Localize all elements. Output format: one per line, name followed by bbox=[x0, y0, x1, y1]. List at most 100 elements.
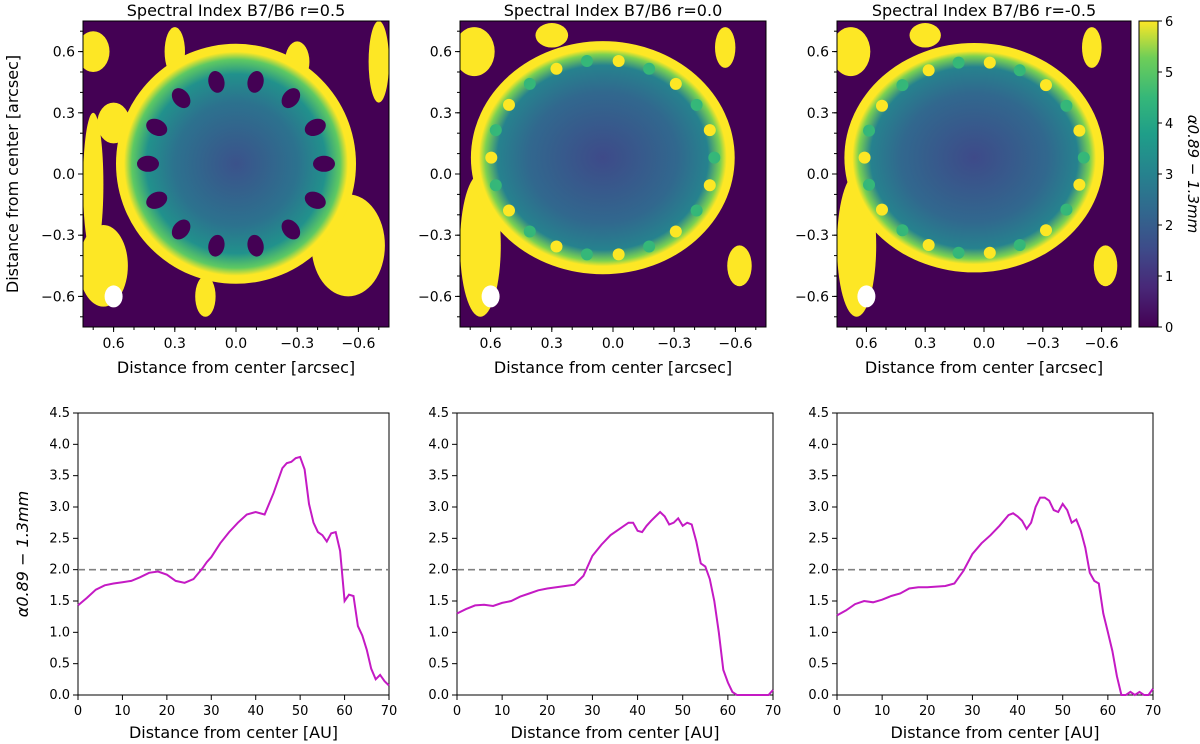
y-tick-label: 4.0 bbox=[808, 437, 829, 452]
y-tick-label: 0.3 bbox=[53, 106, 75, 122]
y-tick-label: 2.5 bbox=[49, 531, 70, 546]
colorbar-tick-label: 0 bbox=[1165, 321, 1173, 336]
x-tick-label: 0.3 bbox=[541, 336, 563, 352]
x-tick-label: 0 bbox=[453, 704, 461, 719]
x-tick-label: 0.0 bbox=[973, 336, 995, 352]
x-tick-label: −0.3 bbox=[280, 336, 314, 352]
beam-ellipse bbox=[104, 285, 123, 308]
ring-gap bbox=[171, 219, 191, 240]
disk-emission bbox=[124, 51, 348, 276]
rim-clump bbox=[896, 224, 909, 237]
y-tick-label: 0.5 bbox=[428, 657, 449, 672]
x-tick-label: 70 bbox=[1145, 704, 1162, 719]
y-tick-label: 3.0 bbox=[428, 500, 449, 515]
series-line-1 bbox=[456, 510, 774, 696]
y-tick-label: −0.3 bbox=[795, 228, 829, 244]
y-tick-label: 3.0 bbox=[49, 500, 70, 515]
ring-gap bbox=[171, 88, 191, 109]
rim-clump bbox=[612, 248, 625, 261]
rim-clump bbox=[489, 124, 502, 137]
y-tick-label: 0.5 bbox=[808, 657, 829, 672]
x-tick-label: −0.3 bbox=[657, 336, 691, 352]
rim-clump bbox=[502, 98, 515, 111]
colorbar-label: α0.89 − 1.3mm bbox=[1184, 115, 1200, 233]
x-tick-label: 10 bbox=[494, 704, 511, 719]
ring-gap bbox=[313, 155, 335, 172]
heatmap-title-2: Spectral Index B7/B6 r=-0.5 bbox=[872, 1, 1096, 20]
rim-clump bbox=[643, 240, 656, 253]
y-tick-label: 0.6 bbox=[53, 45, 75, 61]
colorbar-tick-label: 6 bbox=[1165, 15, 1173, 30]
y-tick-label: 0.6 bbox=[807, 45, 829, 61]
rim-clump bbox=[952, 56, 965, 69]
x-tick-label: 0.0 bbox=[602, 336, 624, 352]
x-axis-label: Distance from center [arcsec] bbox=[117, 358, 355, 377]
y-tick-label: −0.3 bbox=[41, 228, 75, 244]
heatmap-image-2 bbox=[837, 21, 1131, 327]
y-tick-label: 1.5 bbox=[428, 594, 449, 609]
colorbar-tick-label: 1 bbox=[1165, 270, 1173, 285]
rim-clump bbox=[983, 246, 996, 259]
x-tick-label: 0.6 bbox=[855, 336, 877, 352]
x-tick-label: 50 bbox=[674, 704, 691, 719]
y-axis-label: Distance from center [arcsec] bbox=[3, 55, 22, 293]
x-tick-label: 40 bbox=[247, 704, 264, 719]
y-tick-label: 4.5 bbox=[428, 406, 449, 421]
rim-clump bbox=[580, 248, 593, 261]
y-tick-label: 2.5 bbox=[808, 531, 829, 546]
rim-clump bbox=[922, 239, 935, 252]
x-tick-label: −0.6 bbox=[341, 336, 375, 352]
noise-region bbox=[83, 31, 110, 72]
ring-gap bbox=[247, 234, 264, 257]
ring-gap bbox=[281, 88, 301, 109]
noise-region bbox=[1082, 27, 1102, 68]
y-tick-label: 4.5 bbox=[49, 406, 70, 421]
noise-region bbox=[837, 27, 871, 77]
noise-region bbox=[1093, 245, 1118, 287]
x-tick-label: −0.6 bbox=[1085, 336, 1119, 352]
rim-clump bbox=[1060, 203, 1073, 216]
rim-clump bbox=[858, 151, 871, 164]
series-line-2 bbox=[836, 496, 1154, 697]
colorbar-tick-label: 3 bbox=[1165, 168, 1173, 183]
rim-clump bbox=[612, 54, 625, 67]
y-axis-label: α0.89 − 1.3mm bbox=[13, 491, 32, 617]
x-axis-label: Distance from center [arcsec] bbox=[494, 358, 732, 377]
rim-clump bbox=[875, 203, 888, 216]
rim-clump bbox=[875, 99, 888, 112]
y-tick-label: 2.0 bbox=[808, 563, 829, 578]
x-axis-label: Distance from center [arcsec] bbox=[865, 358, 1103, 377]
line-panel-frame-0 bbox=[77, 412, 390, 696]
x-tick-label: 0 bbox=[833, 704, 841, 719]
rim-clump bbox=[669, 77, 682, 90]
x-tick-label: 30 bbox=[584, 704, 601, 719]
rim-clump bbox=[485, 151, 498, 164]
rim-clump bbox=[1073, 178, 1086, 191]
ring-gap bbox=[137, 155, 159, 172]
noise-region bbox=[83, 112, 104, 256]
y-tick-label: −0.3 bbox=[418, 228, 452, 244]
y-tick-label: 1.5 bbox=[808, 594, 829, 609]
rim-clump bbox=[1013, 239, 1026, 252]
rim-clump bbox=[690, 204, 703, 217]
noise-region bbox=[715, 27, 736, 68]
rim-clump bbox=[643, 62, 656, 75]
ring-gap bbox=[247, 71, 264, 93]
y-tick-label: 4.0 bbox=[428, 437, 449, 452]
x-tick-label: 0.6 bbox=[479, 336, 501, 352]
rim-clump bbox=[690, 98, 703, 111]
disk-emission bbox=[852, 50, 1096, 265]
noise-region bbox=[195, 276, 216, 317]
x-tick-label: 50 bbox=[1054, 704, 1071, 719]
y-tick-label: 0.6 bbox=[430, 45, 452, 61]
x-tick-label: 70 bbox=[765, 704, 782, 719]
y-tick-label: 4.0 bbox=[49, 437, 70, 452]
rim-clump bbox=[983, 56, 996, 69]
rim-clump bbox=[1077, 151, 1090, 164]
y-tick-label: −0.6 bbox=[795, 289, 829, 305]
ring-gap bbox=[281, 219, 301, 240]
heatmap-image-0 bbox=[83, 21, 389, 327]
x-tick-label: 70 bbox=[381, 704, 398, 719]
x-tick-label: 0.3 bbox=[914, 336, 936, 352]
disk-emission bbox=[478, 49, 727, 267]
